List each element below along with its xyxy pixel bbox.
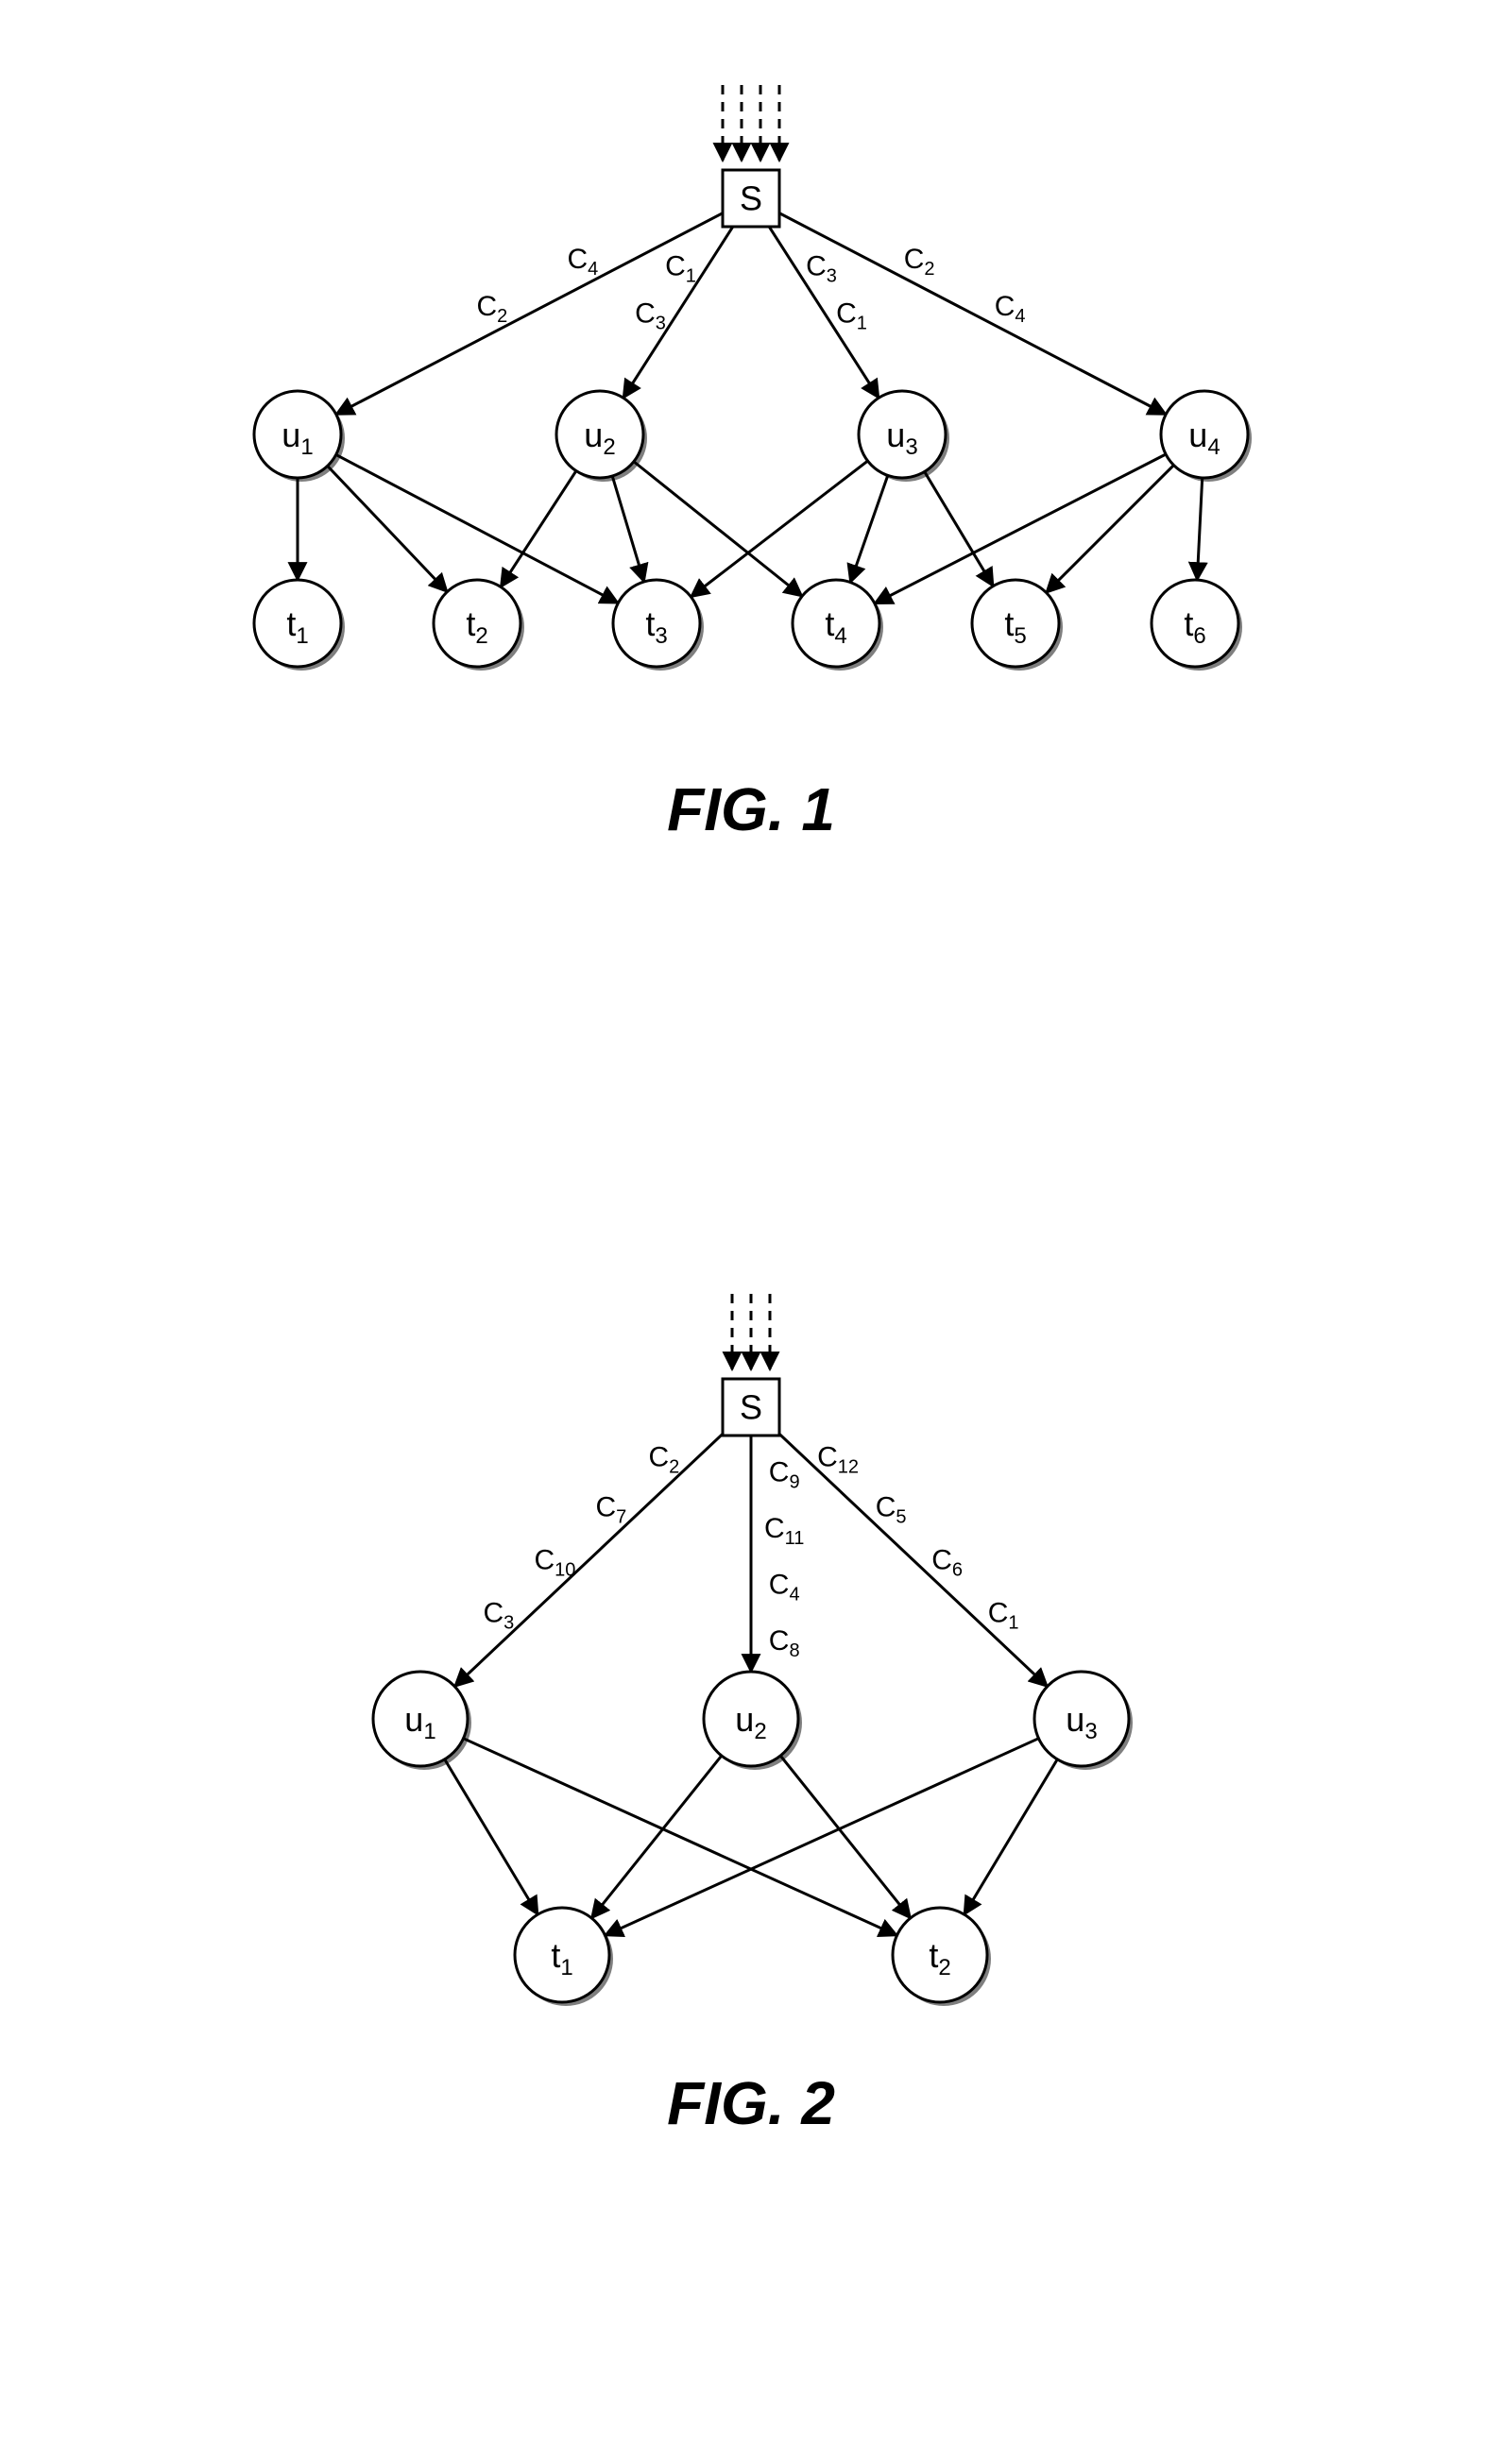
edge-label: C1 xyxy=(988,1597,1019,1634)
edge-u2-t2 xyxy=(780,1756,911,1918)
figure-2-caption: FIG. 2 xyxy=(279,2068,1223,2138)
edge-label: C2 xyxy=(476,290,507,327)
edge-label: C3 xyxy=(484,1597,515,1634)
edge-label: C1 xyxy=(665,250,696,287)
edge-S-u3 xyxy=(772,1427,1048,1687)
edge-u3-t2 xyxy=(964,1759,1058,1914)
edge-S-u4 xyxy=(777,212,1167,415)
figure-2: C2C7C10C3C9C11C4C8C12C5C6C1Su1u2u3t1t2 F… xyxy=(279,1275,1223,2138)
edge-label: C3 xyxy=(806,250,837,287)
edge-label: C11 xyxy=(764,1513,804,1550)
edge-label: C2 xyxy=(904,243,935,280)
edge-u2-t1 xyxy=(591,1756,722,1918)
figure-1: C2C4C1C3C3C1C2C4Su1u2u3u4t1t2t3t4t5t6 FI… xyxy=(184,76,1318,844)
edge-S-u3 xyxy=(766,222,879,398)
edge-label: C7 xyxy=(596,1491,627,1528)
edge-label: C4 xyxy=(995,290,1026,327)
figure-1-svg: C2C4C1C3C3C1C2C4Su1u2u3u4t1t2t3t4t5t6 xyxy=(184,76,1318,756)
edge-u2-t3 xyxy=(612,476,644,582)
source-label: S xyxy=(740,1388,762,1427)
edge-u2-t2 xyxy=(501,471,576,587)
edge-label: C4 xyxy=(769,1569,800,1606)
edge-S-u1 xyxy=(454,1427,730,1687)
edge-label: C3 xyxy=(635,297,666,334)
edge-label: C6 xyxy=(931,1544,963,1581)
edge-label: C10 xyxy=(534,1544,575,1581)
edge-u4-t6 xyxy=(1197,478,1202,580)
edge-label: C2 xyxy=(649,1441,680,1478)
edge-u1-t2 xyxy=(328,466,448,591)
source-label: S xyxy=(740,179,762,218)
edge-u3-t5 xyxy=(925,471,994,586)
edge-label: C12 xyxy=(817,1441,859,1478)
edge-u1-t2 xyxy=(464,1739,897,1936)
edge-u3-t4 xyxy=(850,475,888,582)
edge-label: C4 xyxy=(567,243,598,280)
edge-label: C1 xyxy=(836,297,867,334)
edge-S-u1 xyxy=(336,212,726,415)
edge-u3-t1 xyxy=(606,1739,1039,1936)
edge-u1-t1 xyxy=(445,1759,538,1914)
figure-2-svg: C2C7C10C3C9C11C4C8C12C5C6C1Su1u2u3t1t2 xyxy=(279,1275,1223,2049)
edge-label: C8 xyxy=(769,1624,800,1661)
figure-1-caption: FIG. 1 xyxy=(184,774,1318,844)
edge-label: C9 xyxy=(769,1456,800,1493)
edge-label: C5 xyxy=(876,1491,907,1528)
